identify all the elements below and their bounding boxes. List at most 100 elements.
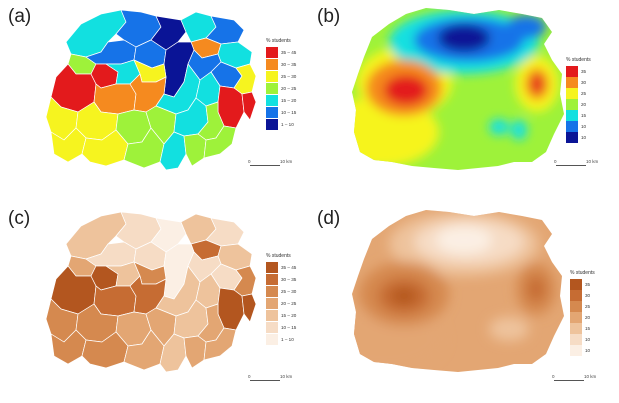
legend-swatch [266, 59, 278, 70]
legend-swatch [266, 310, 278, 321]
legend-label: 20 – 25 [281, 301, 297, 306]
scale-bar: 0 10 km [248, 157, 294, 169]
legend-label: 15 [581, 113, 587, 118]
legend-swatch [566, 77, 578, 88]
scale-line [250, 380, 280, 381]
legend-title: % students [266, 38, 291, 44]
legend-swatch [266, 47, 278, 58]
legend-label: 30 – 35 [281, 62, 297, 67]
legend-swatch [266, 71, 278, 82]
legend-swatch [266, 298, 278, 309]
scale-distance-label: 10 km [280, 159, 293, 164]
legend-label: 25 [585, 304, 591, 309]
legend-label: 1 – 10 [281, 122, 294, 127]
choropleth-map-c [45, 211, 257, 373]
legend-swatch [570, 345, 582, 356]
scale-zero-label: 0 [554, 159, 557, 164]
legend-label: 30 [581, 80, 587, 85]
legend-item: 10 – 15 [266, 322, 296, 333]
panel-label: (b) [317, 6, 341, 27]
scale-zero-label: 0 [248, 159, 251, 164]
legend-item: 35 [570, 279, 590, 290]
legend-item: 20 [566, 99, 586, 110]
panel-label: (d) [317, 208, 341, 229]
legend-label: 35 – 45 [281, 50, 297, 55]
smoothed-map-d [352, 210, 564, 372]
panel-c: (c) % students 35 – 45 30 – 35 25 – 30 2… [6, 204, 306, 399]
legend-label: 35 [585, 282, 591, 287]
legend-item: 25 [570, 301, 590, 312]
legend-swatch [566, 132, 578, 143]
legend-label: 10 – 15 [281, 325, 297, 330]
legend-item: 35 – 45 [266, 47, 296, 58]
legend-swatch [266, 95, 278, 106]
legend-item: 1 – 10 [266, 334, 294, 345]
legend-label: 25 – 30 [281, 74, 297, 79]
legend-label: 10 [585, 337, 591, 342]
legend-label: 25 – 30 [281, 289, 297, 294]
legend-item: 15 [566, 110, 586, 121]
legend-swatch [566, 66, 578, 77]
legend-item: 25 – 30 [266, 286, 296, 297]
legend-label: 10 [581, 124, 587, 129]
legend-item: 15 – 20 [266, 310, 296, 321]
legend-item: 10 [570, 334, 590, 345]
legend-label: 30 – 35 [281, 277, 297, 282]
legend-label: 15 [585, 326, 591, 331]
legend-item: 15 – 20 [266, 95, 296, 106]
legend-label: 20 – 25 [281, 86, 297, 91]
scale-line [556, 165, 586, 166]
choropleth-map-a [45, 9, 257, 171]
legend-swatch [570, 301, 582, 312]
legend-item: 1 – 10 [266, 119, 294, 130]
legend-item: 25 [566, 88, 586, 99]
legend-item: 25 – 30 [266, 71, 296, 82]
scale-bar: 0 10 km [248, 372, 294, 384]
legend-item: 10 – 15 [266, 107, 296, 118]
legend-label: 10 [581, 135, 587, 140]
smoothed-map-b [352, 8, 564, 170]
legend-label: 25 [581, 91, 587, 96]
legend-swatch [566, 99, 578, 110]
legend-item: 20 – 25 [266, 83, 296, 94]
legend-title: % students [570, 270, 595, 276]
scale-line [250, 165, 280, 166]
panel-b: (b) % students 35 30 25 20 15 10 10 0 10… [314, 2, 614, 197]
panel-d: (d) % students 35 30 25 20 15 10 10 0 10… [314, 204, 614, 399]
legend-swatch [266, 262, 278, 273]
legend-swatch [266, 119, 278, 130]
legend-swatch [570, 290, 582, 301]
legend-item: 10 [570, 345, 590, 356]
legend-swatch [266, 334, 278, 345]
legend-label: 10 [585, 348, 591, 353]
legend-item: 35 [566, 66, 586, 77]
legend-label: 20 [585, 315, 591, 320]
legend-label: 30 [585, 293, 591, 298]
scale-distance-label: 10 km [584, 374, 597, 379]
panel-label: (c) [8, 208, 31, 229]
legend-label: 20 [581, 102, 587, 107]
legend-swatch [266, 274, 278, 285]
legend-swatch [266, 83, 278, 94]
legend-item: 30 [566, 77, 586, 88]
legend-item: 20 – 25 [266, 298, 296, 309]
legend-swatch [566, 110, 578, 121]
legend-swatch [570, 334, 582, 345]
legend-item: 30 [570, 290, 590, 301]
legend-item: 30 – 35 [266, 274, 296, 285]
legend-item: 10 [566, 121, 586, 132]
legend-swatch [266, 107, 278, 118]
legend-item: 30 – 35 [266, 59, 296, 70]
legend-label: 15 – 20 [281, 98, 297, 103]
legend-item: 10 [566, 132, 586, 143]
scale-bar: 0 10 km [554, 157, 604, 169]
scale-line [554, 380, 584, 381]
legend-label: 35 [581, 69, 587, 74]
legend-title: % students [266, 253, 291, 259]
legend-swatch [566, 88, 578, 99]
legend-swatch [266, 286, 278, 297]
scale-distance-label: 10 km [280, 374, 293, 379]
scale-bar: 0 10 km [552, 372, 602, 384]
legend-item: 35 – 45 [266, 262, 296, 273]
legend-swatch [570, 323, 582, 334]
